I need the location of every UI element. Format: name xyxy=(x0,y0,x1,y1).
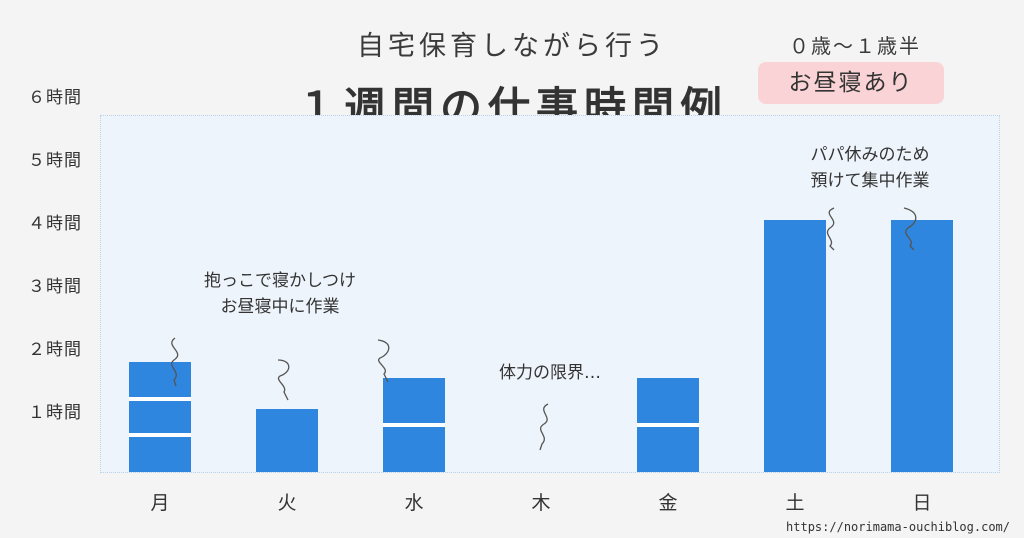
annotation-weekend-line2: 預けて集中作業 xyxy=(810,171,930,191)
annotation-weekend-line1: パパ休みのため xyxy=(810,145,930,165)
y-tick-label: ５時間 xyxy=(28,151,82,171)
squiggle-icon xyxy=(377,339,390,383)
squiggle-icon xyxy=(539,403,549,451)
y-tick-label: １時間 xyxy=(28,403,82,423)
squiggle-icon xyxy=(171,337,179,387)
squiggle-icon xyxy=(903,207,917,251)
annotation-nap-work: 抱っこで寝かしつけ お昼寝中に作業 xyxy=(180,268,380,320)
annotation-weekend: パパ休みのため 預けて集中作業 xyxy=(770,142,970,194)
annotation-nap-work-line2: お昼寝中に作業 xyxy=(220,297,340,317)
bar-1 xyxy=(256,409,318,472)
bar-5 xyxy=(764,220,826,472)
x-tick-label: 金 xyxy=(658,492,678,514)
squiggle-icon xyxy=(826,207,835,251)
plot-area xyxy=(100,115,1000,473)
bar-segment-divider xyxy=(129,396,191,401)
x-tick-label: 月 xyxy=(150,492,170,514)
x-tick-label: 火 xyxy=(277,492,297,514)
bar-segment-divider xyxy=(383,422,445,427)
squiggle-icon xyxy=(277,359,290,401)
nap-badge: お昼寝あり xyxy=(758,62,944,104)
annotation-nap-work-line1: 抱っこで寝かしつけ xyxy=(204,271,356,291)
y-tick-label: ２時間 xyxy=(28,340,82,360)
bar-6 xyxy=(891,220,953,472)
annotation-limit: 体力の限界… xyxy=(499,363,601,383)
title-line-1: 自宅保育しながら行う xyxy=(357,31,667,62)
bar-segment-divider xyxy=(129,433,191,438)
x-tick-label: 日 xyxy=(912,492,932,514)
age-range-label: ０歳〜１歳半 xyxy=(789,34,921,58)
x-tick-label: 土 xyxy=(785,492,805,514)
x-tick-label: 木 xyxy=(531,492,551,514)
y-tick-label: ３時間 xyxy=(28,277,82,297)
bar-0 xyxy=(129,361,191,472)
y-tick-label: ４時間 xyxy=(28,214,82,234)
source-url: https://norimama-ouchiblog.com/ xyxy=(786,520,1010,534)
y-tick-label: ６時間 xyxy=(28,88,82,108)
x-tick-label: 水 xyxy=(404,492,424,514)
bar-segment-divider xyxy=(637,422,699,427)
